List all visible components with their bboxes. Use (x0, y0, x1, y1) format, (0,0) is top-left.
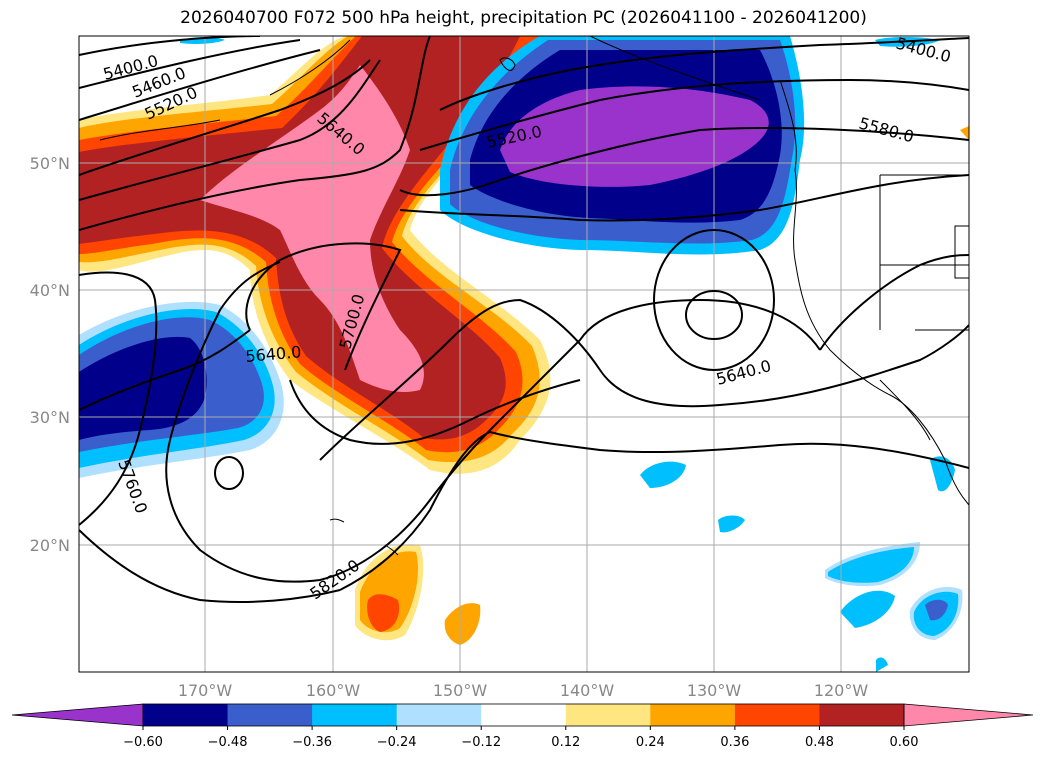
colorbar-swatch (734, 704, 820, 726)
colorbar-frame (142, 703, 905, 727)
colorbar-swatch (312, 704, 398, 726)
colorbar-extend-high (903, 703, 1034, 727)
colorbar-tick-label: 0.48 (805, 735, 834, 750)
colorbar-swatch (396, 704, 482, 726)
map-title: 2026040700 F072 500 hPa height, precipit… (180, 8, 867, 28)
colorbar-swatch (565, 704, 651, 726)
colorbar-ticks: −0.60 −0.48 −0.36 −0.24 −0.12 0.12 0.24 0.36 0.4… (123, 726, 918, 750)
negative-anomaly-northeast (440, 36, 805, 255)
lat-label: 40°N (30, 281, 70, 300)
lon-label: 120°W (814, 681, 869, 700)
coastlines (99, 36, 969, 556)
longitude-labels: 170°W 160°W 150°W 140°W 130°W 120°W (178, 681, 869, 700)
colorbar-extend-low (11, 703, 144, 727)
latitude-labels: 50°N 40°N 30°N 20°N (30, 154, 70, 555)
colorbar-tick-label: −0.60 (123, 735, 163, 750)
colorbar-swatch (650, 704, 736, 726)
lon-label: 170°W (178, 681, 233, 700)
lon-label: 160°W (306, 681, 361, 700)
contour-label: 5640.0 (245, 342, 302, 366)
negative-anomaly-west (79, 301, 284, 478)
lat-label: 30°N (30, 408, 70, 427)
colorbar (11, 703, 1034, 727)
colorbar-tick-label: −0.24 (377, 735, 417, 750)
colorbar-tick-label: −0.12 (461, 735, 501, 750)
colorbar-tick-label: 0.12 (551, 735, 580, 750)
map-frame (78, 35, 970, 673)
colorbar-swatch (143, 704, 229, 726)
lon-label: 140°W (560, 681, 615, 700)
colorbar-tick-label: 0.24 (636, 735, 665, 750)
height-contours (79, 36, 969, 603)
lat-label: 50°N (30, 154, 70, 173)
colorbar-swatch (819, 704, 905, 726)
colorbar-swatch (227, 704, 313, 726)
colorbar-swatch (481, 704, 567, 726)
colorbar-tick-label: −0.36 (292, 735, 332, 750)
colorbar-tick-label: 0.60 (890, 735, 919, 750)
lat-label: 20°N (30, 536, 70, 555)
colorbar-tick-label: −0.48 (208, 735, 248, 750)
colorbar-tick-label: 0.36 (720, 735, 749, 750)
lon-label: 130°W (687, 681, 742, 700)
lon-label: 150°W (433, 681, 488, 700)
map-gridlines (79, 36, 969, 672)
